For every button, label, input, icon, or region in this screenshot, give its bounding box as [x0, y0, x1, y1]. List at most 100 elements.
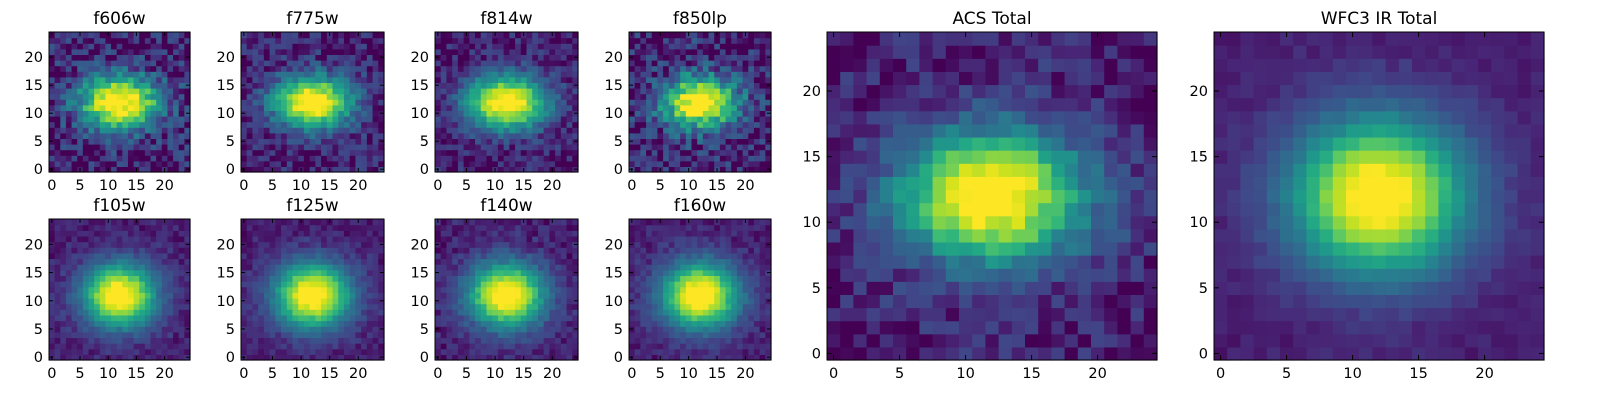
heatmap-cell — [651, 116, 658, 123]
heatmap-cell — [480, 252, 488, 260]
heatmap-cell — [651, 65, 658, 72]
heatmap-cell — [566, 247, 573, 254]
heatmap-cell — [486, 354, 493, 361]
heatmap-cell — [286, 337, 294, 344]
heatmap-cell — [509, 144, 516, 151]
heatmap-cell — [640, 132, 647, 139]
heatmap-cell — [486, 281, 493, 288]
heatmap-cell — [338, 155, 345, 162]
heatmap-cell — [537, 320, 545, 327]
heatmap-cell — [241, 144, 248, 151]
heatmap-cell — [697, 320, 704, 327]
heatmap-cell — [332, 241, 339, 248]
heatmap-cell — [668, 43, 676, 50]
heatmap-cell — [663, 281, 670, 288]
heatmap-cell — [144, 224, 152, 231]
heatmap-cell — [116, 149, 123, 156]
heatmap-cell — [572, 235, 579, 243]
x-tick-label: 0 — [239, 178, 248, 194]
heatmap-cell — [452, 166, 459, 173]
heatmap-cell — [178, 166, 185, 173]
heatmap-cell — [65, 76, 73, 83]
heatmap-cell — [144, 348, 152, 355]
heatmap-cell — [753, 76, 761, 83]
heatmap-cell — [492, 155, 499, 162]
heatmap-cell — [566, 121, 573, 128]
heatmap-cell — [708, 160, 715, 167]
heatmap-cell — [258, 269, 265, 276]
heatmap-cell — [515, 348, 522, 355]
heatmap-cell — [332, 65, 339, 72]
heatmap-cell — [263, 110, 271, 117]
heatmap-cell — [275, 320, 282, 327]
heatmap-cell — [526, 60, 533, 67]
heatmap-cell — [549, 138, 556, 145]
heatmap-cell — [281, 348, 288, 355]
heatmap-cell — [543, 354, 550, 361]
heatmap-cell — [349, 326, 356, 333]
heatmap-cell — [566, 88, 573, 95]
heatmap-cell — [526, 292, 533, 299]
heatmap-cell — [537, 71, 545, 78]
heatmap-cell — [167, 37, 174, 44]
heatmap-cell — [133, 110, 140, 117]
heatmap-cell — [497, 160, 505, 167]
heatmap-cell — [640, 144, 647, 151]
heatmap-cell — [263, 264, 271, 271]
heatmap-cell — [54, 314, 61, 322]
heatmap-cell — [509, 331, 516, 339]
heatmap-cell — [338, 281, 345, 288]
heatmap-cell — [173, 76, 180, 83]
heatmap-cell — [714, 292, 721, 299]
heatmap-cell — [144, 337, 152, 344]
heatmap-cell — [475, 32, 482, 39]
heatmap-cell — [515, 71, 522, 78]
heatmap-cell — [680, 132, 687, 139]
heatmap-cell — [503, 281, 510, 288]
heatmap-cell — [303, 43, 311, 50]
heatmap-cell — [736, 71, 744, 78]
heatmap-cell — [697, 37, 704, 44]
heatmap-cell — [127, 247, 135, 254]
heatmap-cell — [503, 155, 510, 162]
heatmap-cell — [702, 320, 710, 327]
heatmap-cell — [702, 82, 710, 89]
heatmap-cell — [281, 155, 288, 162]
y-tick-label: 10 — [411, 106, 429, 122]
heatmap-cell — [475, 88, 482, 95]
heatmap-cell — [71, 76, 78, 83]
heatmap-cell — [252, 160, 259, 167]
heatmap-cell — [355, 320, 362, 327]
heatmap-cell — [292, 37, 299, 44]
heatmap-cell — [736, 281, 744, 288]
heatmap-cell — [167, 99, 174, 106]
heatmap-cell — [167, 32, 174, 39]
heatmap-cell — [99, 155, 106, 162]
heatmap-cell — [463, 281, 470, 288]
heatmap-cell — [269, 275, 276, 282]
heatmap-cell — [702, 354, 710, 361]
heatmap-cell — [173, 286, 180, 293]
heatmap-cell — [303, 37, 311, 44]
heatmap-cell — [263, 32, 271, 39]
heatmap-cell — [657, 71, 664, 78]
heatmap-cell — [326, 331, 334, 339]
heatmap-cell — [246, 309, 254, 316]
heatmap-cell — [366, 160, 374, 167]
heatmap-cell — [173, 292, 180, 299]
heatmap-cell — [156, 37, 163, 44]
heatmap-cell — [560, 116, 568, 123]
heatmap-cell — [572, 343, 579, 350]
heatmap-cell — [116, 121, 123, 128]
heatmap-cell — [520, 264, 528, 271]
heatmap-cell — [509, 354, 516, 361]
heatmap-cell — [99, 292, 106, 299]
heatmap-cell — [292, 43, 299, 50]
heatmap-cell — [315, 354, 322, 361]
heatmap-cell — [60, 303, 67, 310]
heatmap-cell — [49, 121, 56, 128]
heatmap-cell — [167, 286, 174, 293]
heatmap-cell — [111, 275, 118, 282]
heatmap-cell — [161, 48, 169, 55]
